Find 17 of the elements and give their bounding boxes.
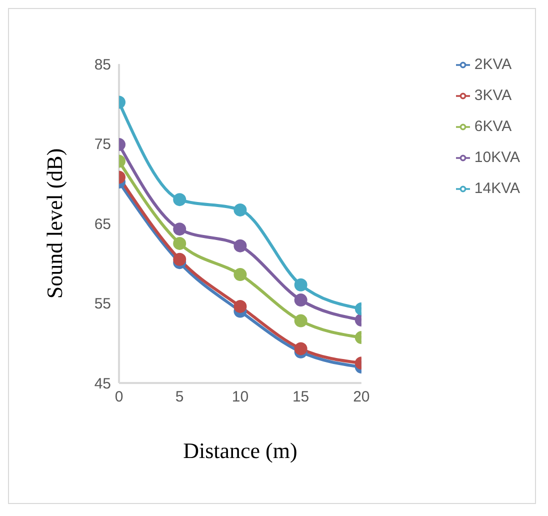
legend-label: 2KVA xyxy=(474,56,512,73)
x-tick-label: 5 xyxy=(175,388,184,406)
x-tick-label: 10 xyxy=(232,388,249,406)
y-tick-label: 45 xyxy=(94,375,111,392)
legend-label: 10KVA xyxy=(474,149,520,166)
x-tick-label: 20 xyxy=(353,388,370,406)
y-tick-label: 85 xyxy=(94,56,111,74)
legend-label: 6KVA xyxy=(474,118,512,135)
x-axis-title: Distance (m) xyxy=(183,438,298,463)
x-tick-label: 0 xyxy=(114,388,124,406)
x-tick-label: 15 xyxy=(292,388,310,406)
y-tick-label: 75 xyxy=(94,136,111,154)
legend-label: 3KVA xyxy=(474,87,512,104)
y-tick-label: 65 xyxy=(94,216,111,233)
legend-label: 14KVA xyxy=(474,180,520,197)
y-tick-label: 55 xyxy=(94,296,111,313)
y-axis-title: Sound level (dB) xyxy=(42,148,67,299)
